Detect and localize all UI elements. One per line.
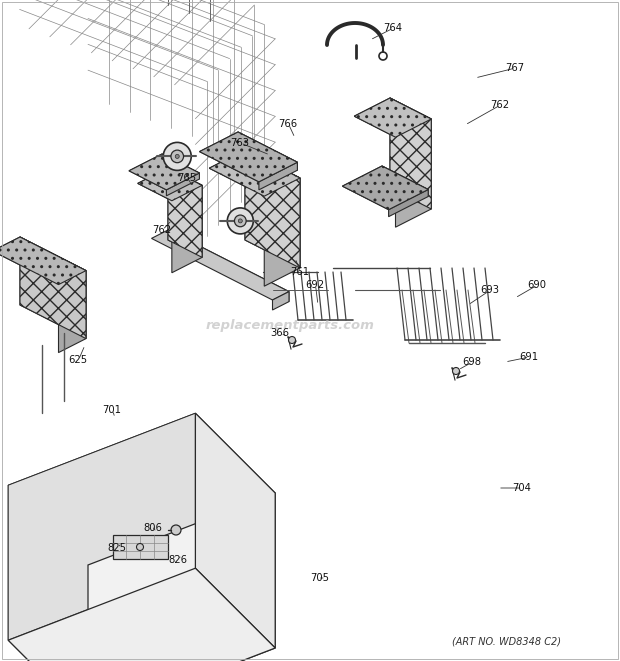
Polygon shape [8, 413, 195, 641]
Polygon shape [396, 119, 432, 227]
Polygon shape [129, 154, 200, 190]
Text: 705: 705 [310, 573, 329, 583]
Text: 825: 825 [107, 543, 126, 553]
Polygon shape [151, 230, 289, 300]
Text: 761: 761 [290, 267, 309, 277]
Circle shape [171, 525, 181, 535]
Text: 765: 765 [177, 173, 196, 183]
Polygon shape [8, 485, 88, 661]
Text: 763: 763 [230, 138, 249, 148]
Text: 693: 693 [480, 285, 499, 295]
Circle shape [234, 215, 246, 227]
Text: 366: 366 [270, 328, 289, 338]
Text: 625: 625 [68, 355, 87, 365]
Polygon shape [354, 98, 432, 137]
Text: replacementparts.com: replacementparts.com [206, 319, 374, 332]
Polygon shape [162, 154, 200, 179]
Text: 762: 762 [152, 225, 171, 235]
Polygon shape [129, 154, 200, 190]
Polygon shape [382, 166, 428, 196]
Text: 690: 690 [527, 280, 546, 290]
Polygon shape [245, 150, 300, 268]
Polygon shape [113, 535, 168, 559]
Text: (ART NO. WD8348 C2): (ART NO. WD8348 C2) [451, 637, 560, 647]
Text: 762: 762 [490, 100, 509, 110]
Polygon shape [210, 150, 300, 196]
Polygon shape [264, 178, 300, 286]
Polygon shape [20, 237, 86, 338]
Polygon shape [390, 98, 432, 209]
Polygon shape [168, 230, 289, 301]
Text: 704: 704 [512, 483, 531, 493]
Text: 766: 766 [278, 119, 297, 129]
Circle shape [228, 208, 254, 234]
Circle shape [288, 336, 296, 344]
Polygon shape [168, 168, 202, 257]
Polygon shape [138, 168, 202, 201]
Polygon shape [172, 185, 202, 273]
Text: 692: 692 [305, 280, 324, 290]
Polygon shape [389, 190, 428, 217]
Polygon shape [8, 413, 275, 565]
Circle shape [136, 543, 143, 551]
Polygon shape [200, 132, 298, 182]
Text: 698: 698 [462, 357, 481, 367]
Polygon shape [342, 166, 428, 210]
Polygon shape [8, 568, 275, 661]
Text: 691: 691 [519, 352, 538, 362]
Polygon shape [168, 168, 202, 257]
Polygon shape [259, 162, 298, 190]
Text: 767: 767 [505, 63, 524, 73]
Polygon shape [20, 237, 86, 338]
Text: 764: 764 [383, 23, 402, 33]
Polygon shape [166, 173, 200, 196]
Text: 826: 826 [168, 555, 187, 565]
Text: 701: 701 [102, 405, 121, 415]
Polygon shape [200, 132, 298, 182]
Polygon shape [210, 150, 300, 196]
Polygon shape [0, 237, 86, 285]
Circle shape [175, 155, 179, 159]
Circle shape [238, 219, 242, 223]
Polygon shape [354, 98, 432, 137]
Polygon shape [245, 150, 300, 268]
Polygon shape [0, 237, 86, 285]
Polygon shape [390, 98, 432, 209]
Polygon shape [58, 270, 86, 352]
Circle shape [163, 142, 191, 171]
Polygon shape [342, 166, 428, 210]
Polygon shape [238, 132, 298, 171]
Circle shape [171, 150, 184, 163]
Circle shape [453, 368, 459, 375]
Text: 806: 806 [143, 523, 162, 533]
Polygon shape [88, 493, 275, 661]
Polygon shape [138, 168, 202, 201]
Polygon shape [195, 413, 275, 648]
Polygon shape [273, 292, 289, 310]
